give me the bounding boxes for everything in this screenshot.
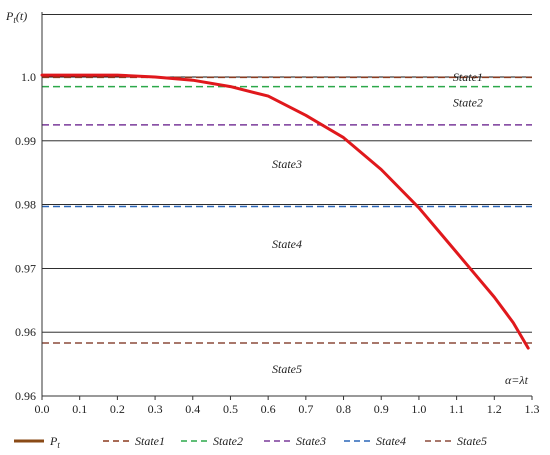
y-tick-label: 0.99 [15,134,36,148]
region-label-state4: State4 [272,237,302,251]
legend-label-state1: State1 [135,434,165,448]
region-label-state1: State1 [453,70,483,84]
ticks: 0.0 0.1 0.2 0.3 0.4 0.5 0.6 0.7 0.8 0.9 1.0 1.1 1.2 1… [15,70,540,416]
y-axis-title: Pt(t) [5,9,27,25]
legend-label-pt: Pt [49,434,60,450]
x-tick-label: 1.0 [411,402,426,416]
series [40,73,530,350]
legend-label-state5: State5 [457,434,487,448]
x-tick-label: 0.9 [374,402,389,416]
region-label-state5: State5 [272,362,302,376]
series-line-pt [40,73,530,350]
region-label-state3: State3 [272,157,302,171]
region-label-state2: State2 [453,96,483,110]
x-tick-label: 1.3 [525,402,540,416]
legend-label-state4: State4 [376,434,406,448]
x-tick-label: 1.2 [487,402,502,416]
x-axis-title: α=λt [505,373,529,387]
x-tick-label: 1.1 [449,402,464,416]
x-tick-label: 0.4 [185,402,200,416]
x-tick-label: 0.8 [336,402,351,416]
x-tick-label: 0.7 [298,402,313,416]
x-tick-label: 0.1 [72,402,87,416]
y-tick-label: 0.96 [15,325,36,339]
x-tick-label: 0.0 [35,402,50,416]
reference-lines [42,76,532,344]
x-tick-label: 0.3 [148,402,163,416]
x-tick-label: 0.5 [223,402,238,416]
y-tick-label: 1.0 [21,70,36,84]
y-tick-label: 0.98 [15,198,36,212]
y-tick-label: 0.97 [15,261,36,275]
labels: Pt(t) α=λt State1 State2 State3 State4 State… [5,9,529,387]
y-tick-label: 0.96 [15,389,36,403]
legend-label-state2: State2 [213,434,243,448]
legend-label-state3: State3 [296,434,326,448]
legend: Pt State1 State2 State3 State4 State5 [14,434,487,450]
x-tick-label: 0.6 [261,402,276,416]
x-tick-label: 0.2 [110,402,125,416]
